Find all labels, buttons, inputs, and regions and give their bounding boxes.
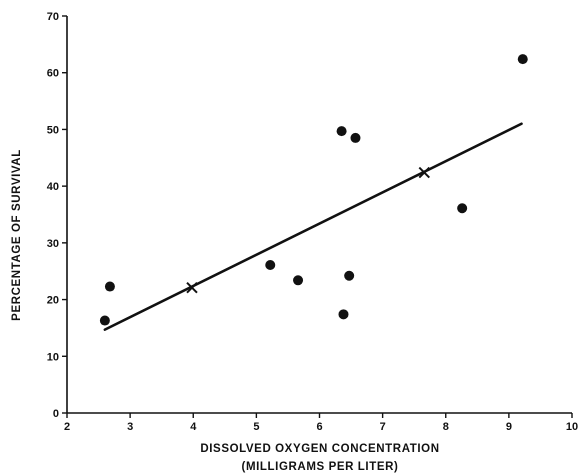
x-tick-label: 9 <box>506 421 512 433</box>
x-tick-label: 4 <box>190 421 197 433</box>
fit-x-marker <box>418 166 430 179</box>
x-ticks: 2 3 4 5 6 7 8 9 10 <box>64 413 578 433</box>
y-tick-label: 40 <box>47 181 59 193</box>
y-tick-label: 30 <box>47 238 59 250</box>
regression-line-group <box>103 122 523 331</box>
data-point <box>99 315 110 326</box>
data-point <box>336 126 347 137</box>
data-point <box>344 270 355 281</box>
x-tick-label: 8 <box>443 421 449 433</box>
y-tick-label: 50 <box>47 124 59 136</box>
data-point <box>104 281 115 292</box>
x-tick-label: 7 <box>380 421 386 433</box>
data-point <box>350 132 361 143</box>
x-axis-label: DISSOLVED OXYGEN CONCENTRATION <box>200 443 439 455</box>
data-point <box>338 309 349 320</box>
fit-x-marker <box>186 281 198 294</box>
y-tick-label: 60 <box>47 68 59 80</box>
y-axis-label: PERCENTAGE OF SURVIVAL <box>11 149 23 321</box>
regression-line <box>103 122 523 331</box>
x-tick-label: 10 <box>566 421 578 433</box>
y-ticks: 0 10 20 30 40 50 60 70 <box>47 11 67 420</box>
y-tick-label: 0 <box>53 408 59 420</box>
y-tick-label: 20 <box>47 295 59 307</box>
x-axis-label-unit: (MILLIGRAMS PER LITER) <box>242 461 399 473</box>
x-tick-label: 3 <box>127 421 133 433</box>
y-tick-label: 70 <box>47 11 59 23</box>
x-tick-label: 5 <box>253 421 259 433</box>
data-points <box>99 54 528 326</box>
y-tick-label: 10 <box>47 351 59 363</box>
x-tick-label: 2 <box>64 421 70 433</box>
data-point <box>293 275 304 286</box>
data-point <box>265 259 276 270</box>
x-tick-label: 6 <box>316 421 322 433</box>
axes <box>66 16 572 414</box>
data-point <box>457 203 468 214</box>
data-point <box>517 54 528 65</box>
